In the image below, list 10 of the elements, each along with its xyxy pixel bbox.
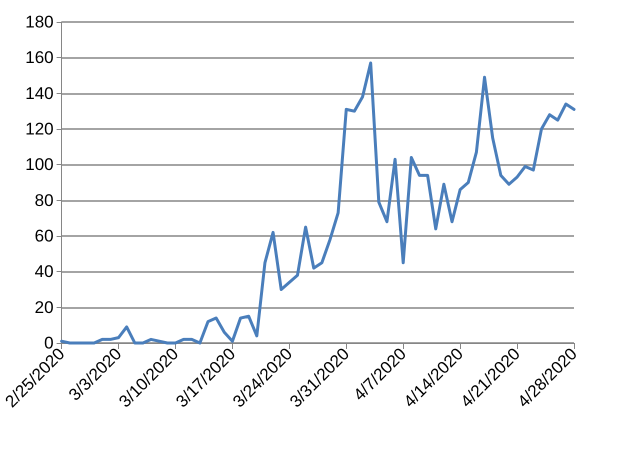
y-tick-label: 80 [34, 190, 54, 210]
y-tick-label: 40 [34, 262, 54, 282]
y-tick-label: 160 [25, 48, 54, 68]
y-tick-label: 20 [34, 298, 54, 317]
y-tick-label: 120 [25, 120, 54, 138]
y-tick-label: 100 [25, 155, 54, 174]
y-tick-label: 0 [44, 334, 54, 352]
y-tick-label: 60 [34, 226, 54, 246]
y-tick-label: 180 [25, 12, 54, 32]
y-tick-label: 140 [25, 84, 54, 103]
